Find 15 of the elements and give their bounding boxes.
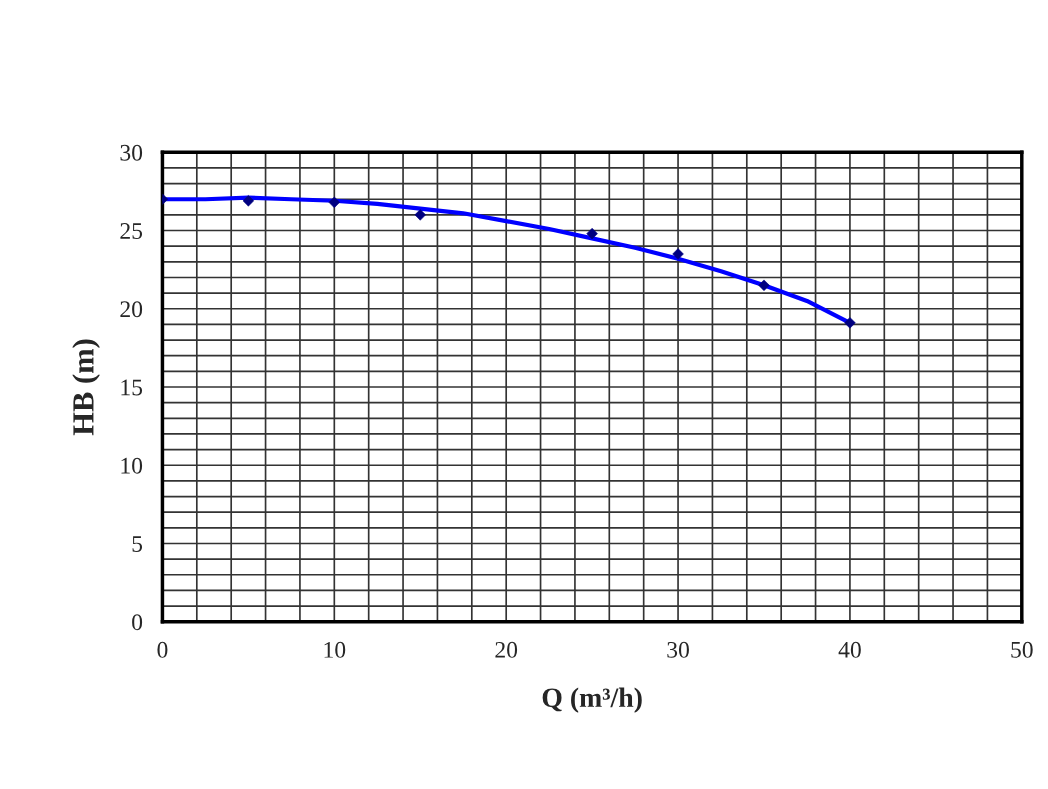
x-tick-label: 20 bbox=[495, 641, 518, 658]
y-tick-label: 15 bbox=[121, 379, 143, 396]
x-tick-label: 50 bbox=[1011, 641, 1033, 658]
y-tick-label: 10 bbox=[121, 457, 143, 474]
y-tick-label: 25 bbox=[120, 223, 143, 239]
y-tick-label: 30 bbox=[120, 144, 143, 161]
y-tick-label: 20 bbox=[120, 301, 143, 318]
y-tick-label: 5 bbox=[132, 536, 143, 552]
x-tick-label: 10 bbox=[324, 641, 346, 658]
x-axis-title: Q (m³/h) bbox=[542, 687, 642, 713]
x-tick-label: 30 bbox=[667, 641, 689, 658]
x-tick-label: 40 bbox=[838, 641, 861, 658]
y-axis-title: HB (m) bbox=[72, 339, 100, 436]
x-tick-label: 0 bbox=[157, 641, 168, 658]
y-tick-label: 0 bbox=[132, 614, 143, 631]
